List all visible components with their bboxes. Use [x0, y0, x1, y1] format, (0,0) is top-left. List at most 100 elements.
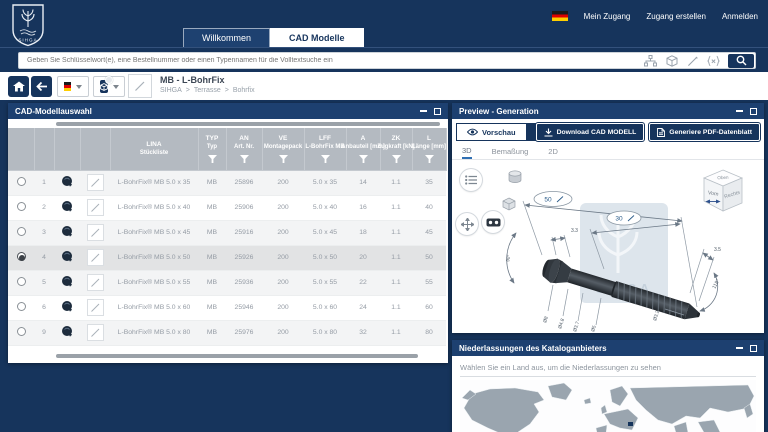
model-preview-button[interactable]	[54, 245, 80, 271]
filter-icon[interactable]	[358, 154, 368, 163]
breadcrumb-item-sihga[interactable]: SIHGA	[160, 87, 182, 94]
cell-zugkraft: 1.1	[380, 295, 412, 321]
filter-icon[interactable]	[320, 154, 330, 163]
breadcrumb-separator: >	[185, 87, 190, 94]
filter-icon[interactable]	[207, 154, 217, 163]
filter-icon[interactable]	[391, 154, 401, 163]
cell-zugkraft: 1.1	[380, 170, 412, 196]
search-button[interactable]	[728, 53, 754, 68]
model-preview-button[interactable]	[54, 195, 80, 221]
view-mode-tabs: 3D Bemaßung 2D	[452, 144, 764, 160]
dim-thread-control[interactable]: 30	[606, 210, 642, 226]
tab-willkommen[interactable]: Willkommen	[183, 28, 271, 47]
breadcrumb-item-terrasse[interactable]: Terrasse	[193, 87, 221, 94]
cube-rotate-arrows-icon	[705, 199, 721, 204]
sketch-search-icon[interactable]	[686, 54, 699, 67]
model-sketch-button[interactable]	[80, 270, 110, 296]
pan-button[interactable]	[456, 213, 478, 235]
maximize-icon[interactable]	[750, 344, 757, 352]
download-cad-model-button[interactable]: Download CAD MODELL	[535, 123, 645, 141]
model-preview-button[interactable]	[54, 320, 80, 346]
vr-goggles-icon	[486, 218, 500, 226]
cell-typ: MB	[198, 295, 226, 321]
breadcrumb-separator: >	[224, 87, 229, 94]
cell-art-nr: 25926	[226, 245, 262, 271]
viewer-menu-button[interactable]	[460, 169, 482, 191]
maximize-icon[interactable]	[750, 107, 757, 115]
preview-panel-title: Preview - Generation	[459, 106, 539, 116]
home-button[interactable]	[8, 76, 29, 97]
horizontal-scrollbar-top[interactable]	[56, 122, 440, 126]
language-flag-icon[interactable]	[551, 11, 568, 21]
maximize-icon[interactable]	[434, 107, 441, 115]
catalog-panel-titlebar: CAD-Modellauswahl	[8, 103, 448, 119]
minimize-icon[interactable]	[420, 110, 427, 112]
world-map[interactable]	[460, 380, 756, 432]
my-access-link[interactable]: Mein Zugang	[583, 11, 631, 21]
tab-vorschau[interactable]: Vorschau	[456, 123, 527, 141]
diameter-leaders	[547, 284, 685, 326]
breadcrumb-item-bohrfix[interactable]: Bohrfix	[232, 87, 255, 94]
column-header-anbauteil: A Anbauteil [mm]	[341, 128, 385, 171]
model-table: LINA Stückliste TYP Typ AN Art. Nr. VE M…	[8, 128, 447, 346]
vr-view-button[interactable]	[482, 211, 504, 233]
dim-length-control[interactable]: 50	[533, 191, 573, 207]
search-input[interactable]	[19, 57, 644, 64]
filter-icon[interactable]	[239, 154, 249, 163]
dia-label: Ø5	[590, 324, 598, 332]
back-button[interactable]	[31, 76, 52, 97]
row-radio-cell[interactable]	[8, 195, 34, 221]
cell-lff: 5.0 x 35	[304, 170, 346, 196]
viewtab-3d[interactable]: 3D	[462, 144, 472, 159]
austria-branch-marker[interactable]	[628, 422, 633, 426]
3d-part-search-icon[interactable]	[665, 54, 678, 67]
login-link[interactable]: Anmelden	[721, 11, 758, 21]
model-sketch-button[interactable]	[80, 295, 110, 321]
cell-zugkraft: 1.1	[380, 245, 412, 271]
selected-parts-dropdown[interactable]	[93, 76, 125, 97]
3d-viewer[interactable]: Oben Vorn Rechts	[452, 161, 764, 333]
classification-tree-icon[interactable]	[644, 54, 657, 67]
dim-head-label: 3.3	[571, 228, 578, 234]
viewtab-2d[interactable]: 2D	[548, 147, 558, 156]
model-sketch-button[interactable]	[80, 195, 110, 221]
model-preview-button[interactable]	[54, 270, 80, 296]
model-preview-button[interactable]	[54, 295, 80, 321]
solid-mode-button[interactable]	[498, 193, 520, 215]
model-preview-button[interactable]	[54, 170, 80, 196]
row-radio-cell[interactable]	[8, 245, 34, 271]
row-number: 2	[34, 195, 54, 221]
header-empty	[80, 128, 111, 171]
header-empty	[54, 128, 81, 171]
minimize-icon[interactable]	[736, 110, 743, 112]
row-radio-cell[interactable]	[8, 220, 34, 246]
cell-zugkraft: 1.1	[380, 270, 412, 296]
generate-pdf-button[interactable]: Generiere PDF-Datenblatt	[649, 123, 760, 141]
filter-icon[interactable]	[424, 154, 434, 163]
tab-cad-modelle[interactable]: CAD Modelle	[270, 28, 364, 47]
model-sketch-button[interactable]	[80, 220, 110, 246]
model-sketch-button[interactable]	[80, 245, 110, 271]
row-radio	[16, 202, 26, 211]
model-sketch-button[interactable]	[80, 320, 110, 346]
variables-search-icon[interactable]	[707, 54, 720, 67]
orientation-cube[interactable]: Oben Vorn Rechts	[694, 165, 752, 228]
language-select[interactable]	[57, 76, 89, 97]
model-sketch-button[interactable]	[80, 170, 110, 196]
row-radio-cell[interactable]	[8, 270, 34, 296]
cell-laenge: 55	[412, 270, 446, 296]
angle-head-label: 90°	[505, 254, 511, 262]
render-mode-button[interactable]	[504, 166, 526, 188]
row-radio-cell[interactable]	[8, 295, 34, 321]
viewtab-bemassung[interactable]: Bemaßung	[491, 147, 529, 156]
breadcrumb-block: MB - L-BohrFix SIHGA > Terrasse > Bohrfi…	[160, 75, 255, 94]
minimize-icon[interactable]	[736, 347, 743, 349]
home-icon	[12, 81, 25, 92]
create-access-link[interactable]: Zugang erstellen	[646, 11, 706, 21]
row-radio-cell[interactable]	[8, 320, 34, 346]
horizontal-scrollbar-bottom[interactable]	[56, 354, 418, 358]
row-radio-cell[interactable]	[8, 170, 34, 196]
filter-icon[interactable]	[278, 154, 288, 163]
sketch-mode-button[interactable]	[128, 74, 152, 98]
model-preview-button[interactable]	[54, 220, 80, 246]
